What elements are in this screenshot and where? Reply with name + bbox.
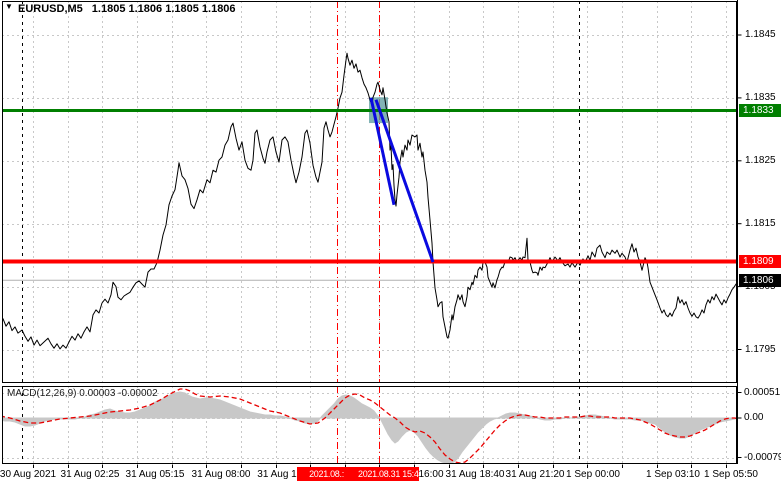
ohlc-values: 1.1805 1.1806 1.1805 1.1806 (91, 3, 236, 15)
time-tick-label: 31 Aug 1 (257, 469, 297, 480)
price-tick-label: 1.1835 (745, 91, 776, 103)
macd-tick-label: 0.00 (744, 412, 764, 423)
price-tick-label: 1.1845 (745, 29, 776, 40)
time-tick-label: 1 Sep 03:10 (646, 469, 700, 480)
time-tick-label: 31 Aug 08:00 (191, 469, 251, 480)
price-tick-label: 1.1825 (745, 154, 776, 166)
main-panel-border (2, 1, 737, 383)
trade-trendline-2[interactable] (374, 99, 435, 263)
macd-panel-border (2, 386, 737, 464)
price-level-badge: 1.1833 (739, 103, 781, 117)
macd-histogram-series (3, 391, 736, 463)
time-tick-label: 31 Aug 18:40 (445, 469, 505, 480)
macd-signal-series (3, 388, 736, 463)
symbol-name: EURUSD,M5 (18, 3, 83, 15)
trade-trendline-1[interactable] (369, 97, 396, 206)
time-tick-label: 16:00 (418, 469, 444, 480)
macd-panel[interactable] (0, 386, 738, 464)
main-chart-panel[interactable] (0, 1, 738, 383)
price-level-badge: 1.1809 (739, 254, 781, 268)
time-tick-label: 1 Sep 05:50 (704, 469, 758, 480)
time-tick-label: 30 Aug 2021 (0, 469, 57, 480)
crosshair-time-badge: 2021.08.: (297, 467, 356, 481)
price-level-badge: 1.1806 (739, 273, 781, 287)
symbol-dropdown-icon[interactable]: ▼ (5, 2, 13, 11)
macd-tick-label: -0.00079 (744, 451, 781, 463)
indicator-label: MACD(12,26,9) 0.00003 -0.00002 (7, 388, 158, 399)
time-tick-label: 31 Aug 05:15 (125, 469, 185, 480)
price-line-series (3, 52, 736, 350)
time-tick-label: 31 Aug 02:25 (60, 469, 120, 480)
price-tick-label: 1.1795 (745, 343, 776, 355)
price-tick-label: 1.1815 (745, 217, 776, 229)
time-tick-label: 31 Aug 21:20 (505, 469, 565, 480)
macd-tick-label: 0.00051 (744, 386, 781, 398)
symbol-title: EURUSD,M5 1.1805 1.1806 1.1805 1.1806 (18, 3, 236, 15)
time-tick-label: 1 Sep 00:00 (566, 469, 620, 480)
crosshair-time-badge: 2021.08.31 15:40 (356, 467, 419, 481)
